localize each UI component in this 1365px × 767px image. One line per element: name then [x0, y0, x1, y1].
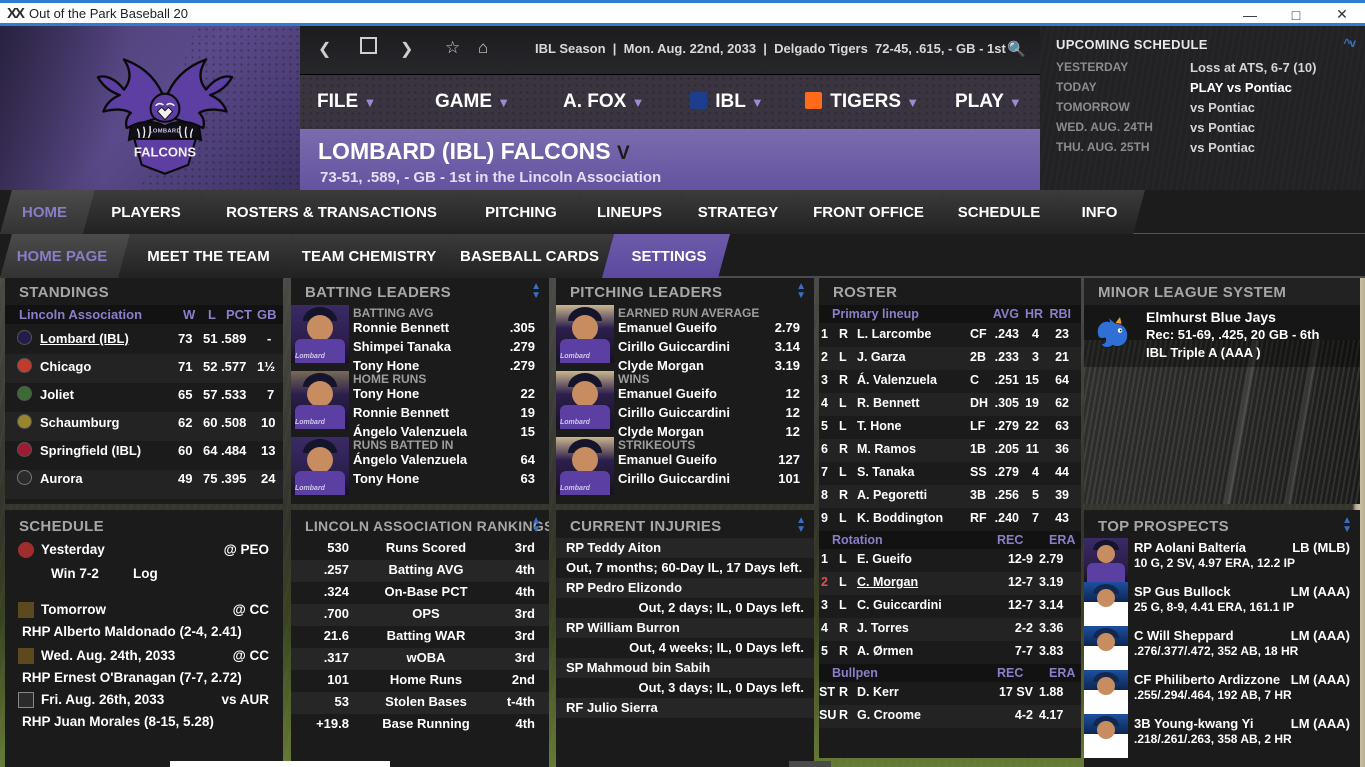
svg-text:FALCONS: FALCONS: [134, 145, 196, 160]
svg-text:LOMBARD: LOMBARD: [149, 129, 181, 135]
